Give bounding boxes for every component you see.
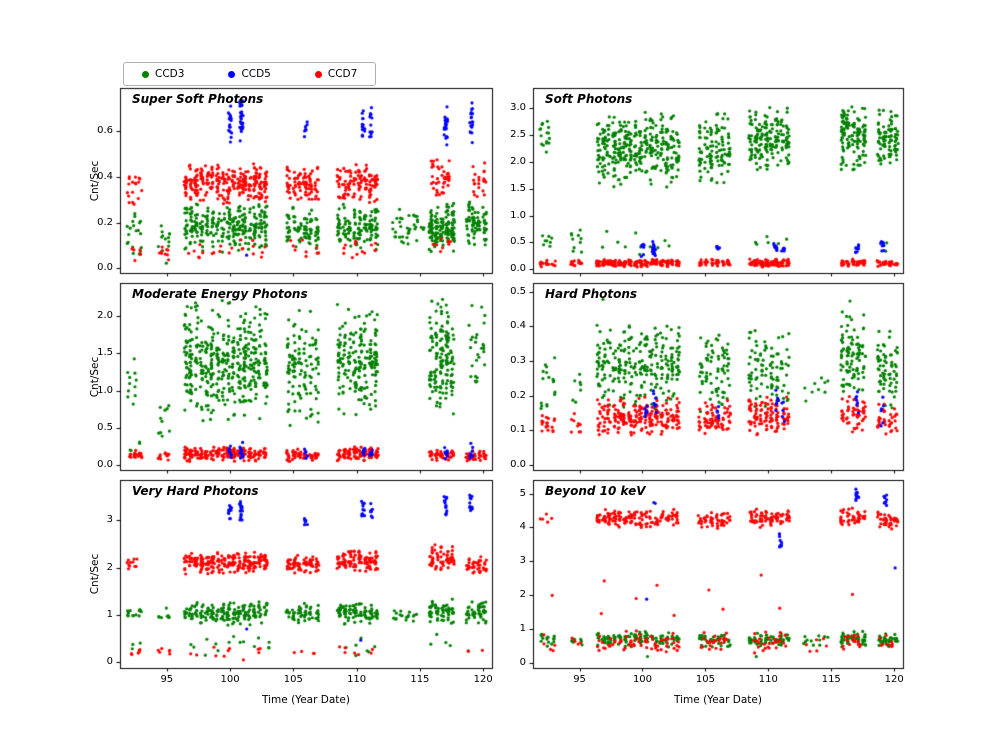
panel-title-very-hard: Very Hard Photons	[132, 484, 259, 498]
y-tick-label: 1.5	[510, 182, 526, 194]
y-tick-label: 0.4	[510, 320, 526, 332]
y-tick-label: 2.0	[510, 156, 526, 167]
y-tick-label: 0.5	[510, 285, 526, 297]
panel-title-super-soft: Super Soft Photons	[132, 92, 264, 106]
y-axis-label-row1: Cnt/Sec	[89, 356, 101, 398]
y-tick-label: 0.2	[510, 389, 526, 401]
x-axis-label-left: Time (Year Date)	[262, 694, 350, 706]
y-tick-label: 4	[519, 521, 526, 533]
legend-label-ccd7: CCD7	[327, 68, 358, 80]
x-tick-label: 120	[884, 674, 904, 685]
x-tick-label: 120	[473, 674, 493, 685]
y-tick-label: 0.0	[97, 458, 113, 470]
panel-title-beyond-10kev: Beyond 10 keV	[545, 484, 646, 498]
x-tick-label: 110	[758, 674, 778, 685]
legend-item-ccd7: CCD7	[314, 68, 358, 80]
y-tick-label: 0.2	[97, 216, 113, 228]
legend-label-ccd3: CCD3	[155, 68, 185, 80]
y-tick-label: 0.3	[510, 354, 526, 366]
x-axis-label-right: Time (Year Date)	[674, 694, 762, 706]
y-tick-label: 3	[519, 555, 526, 567]
y-tick-label: 1.0	[510, 209, 526, 221]
x-tick-label: 105	[695, 674, 715, 685]
y-tick-label: 2	[519, 589, 526, 601]
y-tick-label: 0	[106, 656, 113, 668]
y-tick-label: 0.5	[510, 236, 526, 248]
x-tick-label: 105	[283, 674, 303, 685]
y-tick-label: 5	[519, 487, 526, 499]
y-tick-label: 2.5	[510, 129, 526, 141]
y-tick-label: 1.5	[97, 347, 113, 359]
y-tick-label: 3	[106, 514, 113, 526]
y-tick-label: 3.0	[510, 102, 526, 114]
x-tick-label: 110	[347, 674, 367, 685]
x-tick-label: 95	[573, 674, 586, 685]
panel-title-moderate: Moderate Energy Photons	[132, 287, 308, 301]
y-tick-label: 2	[106, 561, 113, 573]
y-tick-label: 0.4	[97, 171, 113, 183]
y-tick-label: 0.0	[510, 263, 526, 275]
ccd7-marker-icon	[314, 70, 322, 78]
y-tick-label: 1	[106, 608, 113, 620]
y-tick-label: 2.0	[97, 310, 113, 322]
ccd5-marker-icon	[228, 70, 236, 78]
panel-title-hard: Hard Photons	[545, 287, 638, 301]
y-tick-label: 0	[519, 656, 526, 668]
x-tick-label: 115	[410, 674, 430, 685]
ccd3-marker-icon	[142, 70, 149, 78]
y-tick-label: 0.0	[97, 262, 113, 274]
legend-label-ccd5: CCD5	[241, 68, 271, 80]
x-tick-label: 95	[160, 674, 174, 685]
x-tick-label: 100	[632, 674, 653, 685]
panel-title-soft: Soft Photons	[545, 92, 633, 106]
legend-item-ccd5: CCD5	[228, 68, 271, 80]
legend-item-ccd3: CCD3	[142, 68, 184, 80]
y-tick-label: 0.5	[97, 421, 113, 433]
legend: CCD3 CCD5 CCD7	[123, 62, 377, 86]
x-tick-label: 115	[821, 674, 841, 685]
y-tick-label: 0.1	[510, 424, 526, 436]
y-tick-label: 0.0	[510, 458, 526, 470]
y-tick-label: 1	[519, 623, 526, 635]
y-tick-label: 1.0	[97, 384, 113, 396]
x-tick-label: 100	[220, 674, 240, 685]
y-tick-label: 0.6	[97, 125, 113, 137]
